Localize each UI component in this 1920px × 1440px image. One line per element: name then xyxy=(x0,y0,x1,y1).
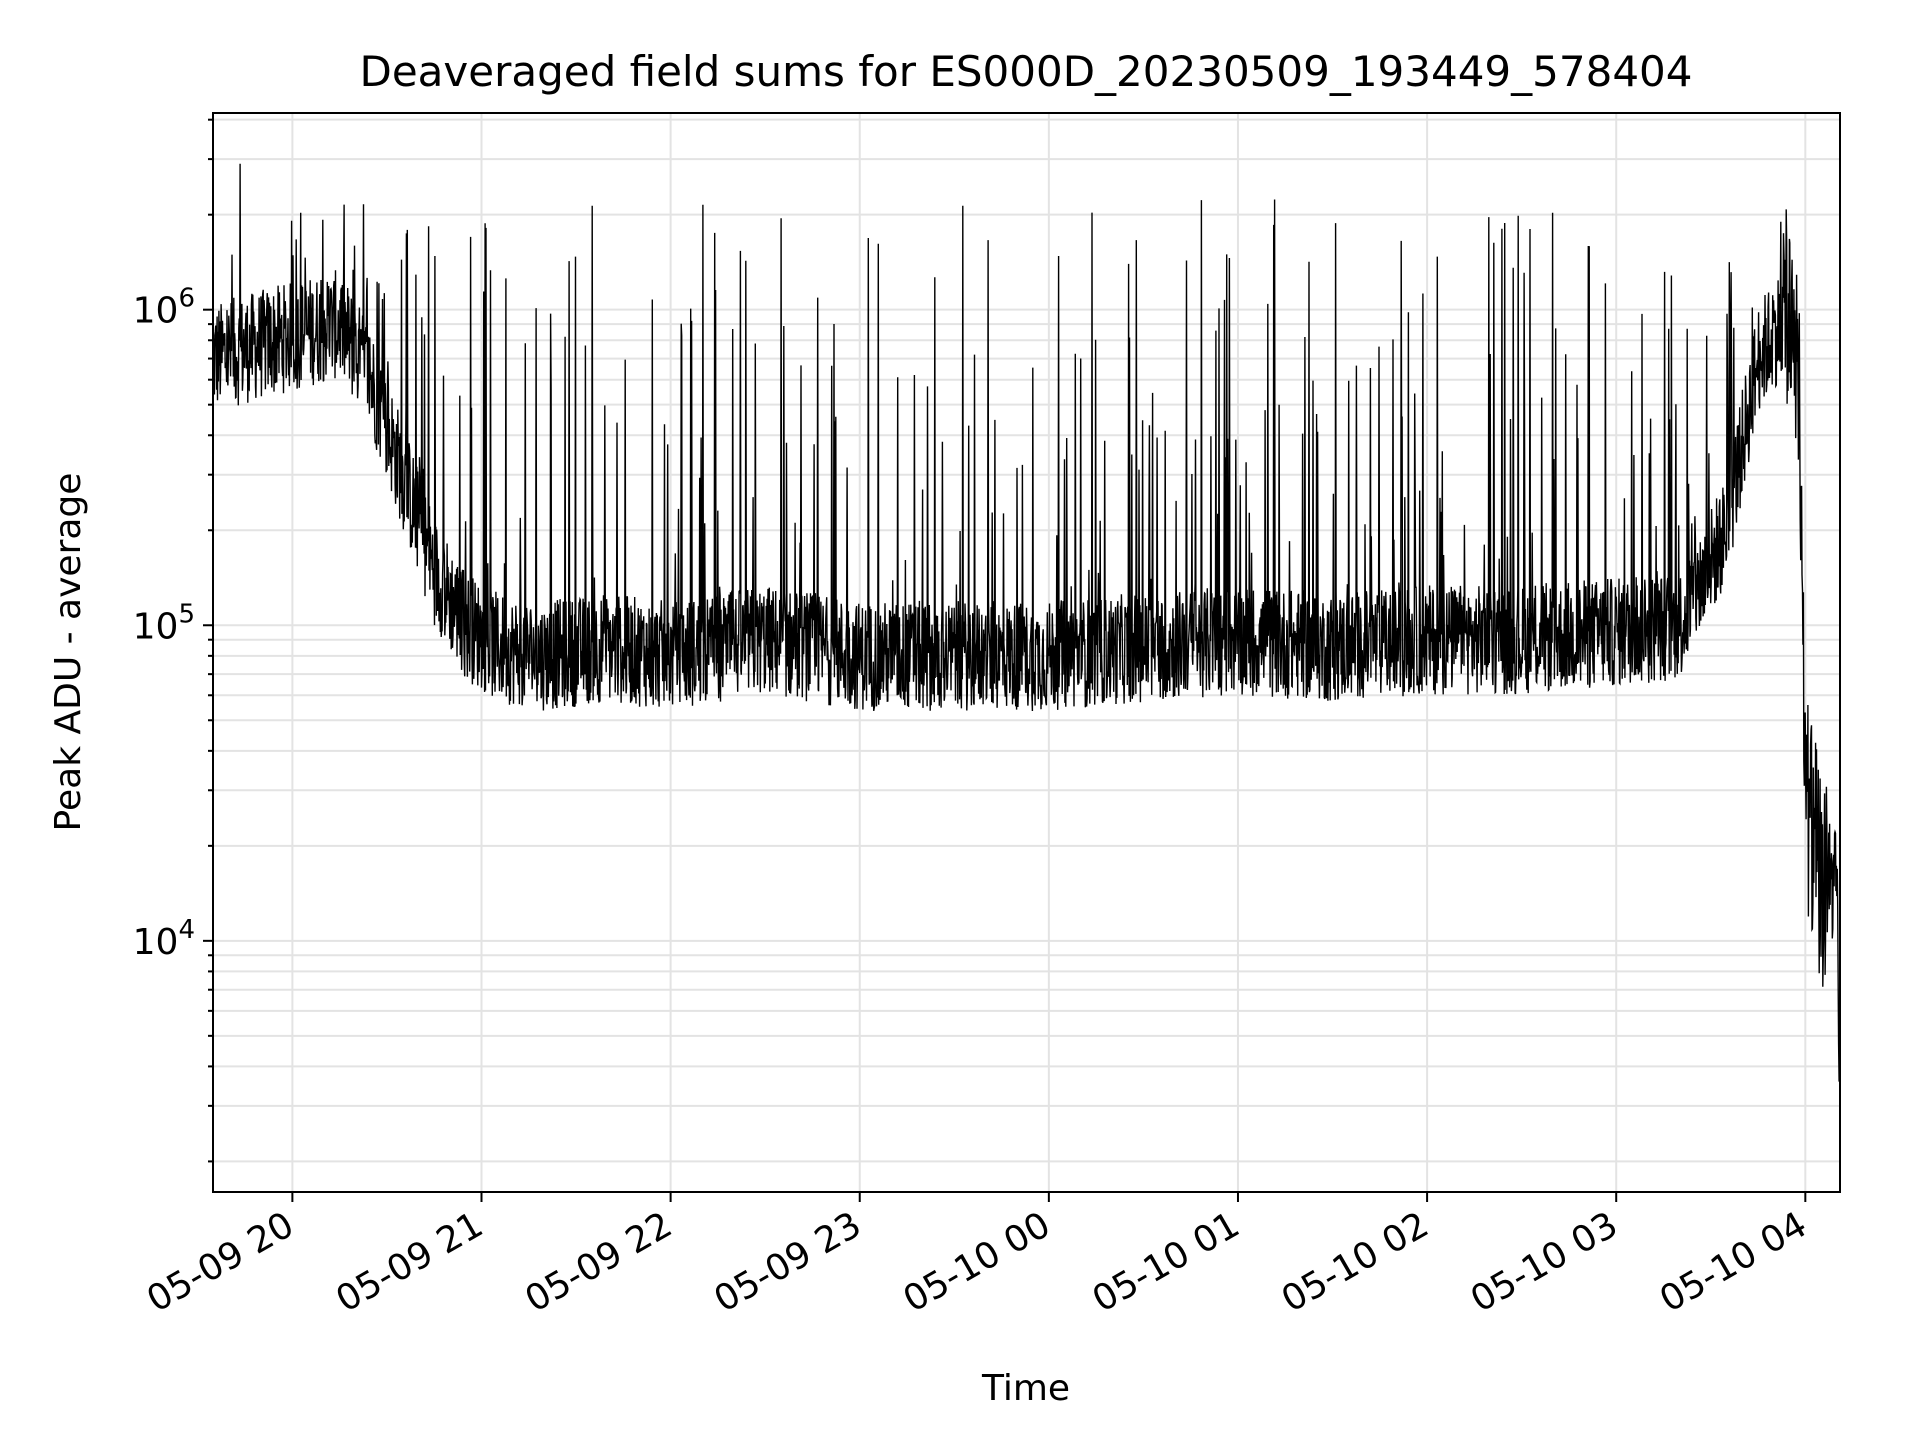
y-axis-label: Peak ADU - average xyxy=(48,473,89,832)
y-tick-label: 104 xyxy=(133,915,195,963)
x-tick-label: 05-10 01 xyxy=(1086,1204,1247,1320)
y-tick-label: 106 xyxy=(133,284,195,332)
x-tick-label: 05-10 00 xyxy=(897,1204,1058,1320)
x-tick-label: 05-10 04 xyxy=(1653,1204,1814,1320)
grid-lines xyxy=(213,113,1840,1192)
y-tick-label: 105 xyxy=(133,599,195,647)
x-tick-label: 05-10 02 xyxy=(1275,1204,1436,1320)
x-tick-label: 05-09 23 xyxy=(708,1204,869,1320)
chart-title: Deaveraged field sums for ES000D_2023050… xyxy=(360,47,1693,96)
x-tick-label: 05-09 21 xyxy=(329,1204,490,1320)
x-tick-label: 05-10 03 xyxy=(1464,1204,1625,1320)
x-axis: 05-09 20 05-09 21 05-09 22 05-09 23 05-10 00… xyxy=(140,1192,1814,1321)
x-axis-label: Time xyxy=(981,1368,1070,1409)
plot-frame xyxy=(212,112,1841,1193)
x-tick-label: 05-09 22 xyxy=(518,1204,679,1320)
x-tick-label: 05-09 20 xyxy=(140,1204,301,1320)
series-path xyxy=(212,163,1841,1115)
data-series-line xyxy=(212,163,1841,1115)
y-axis: 104 105 106 xyxy=(133,118,213,1163)
